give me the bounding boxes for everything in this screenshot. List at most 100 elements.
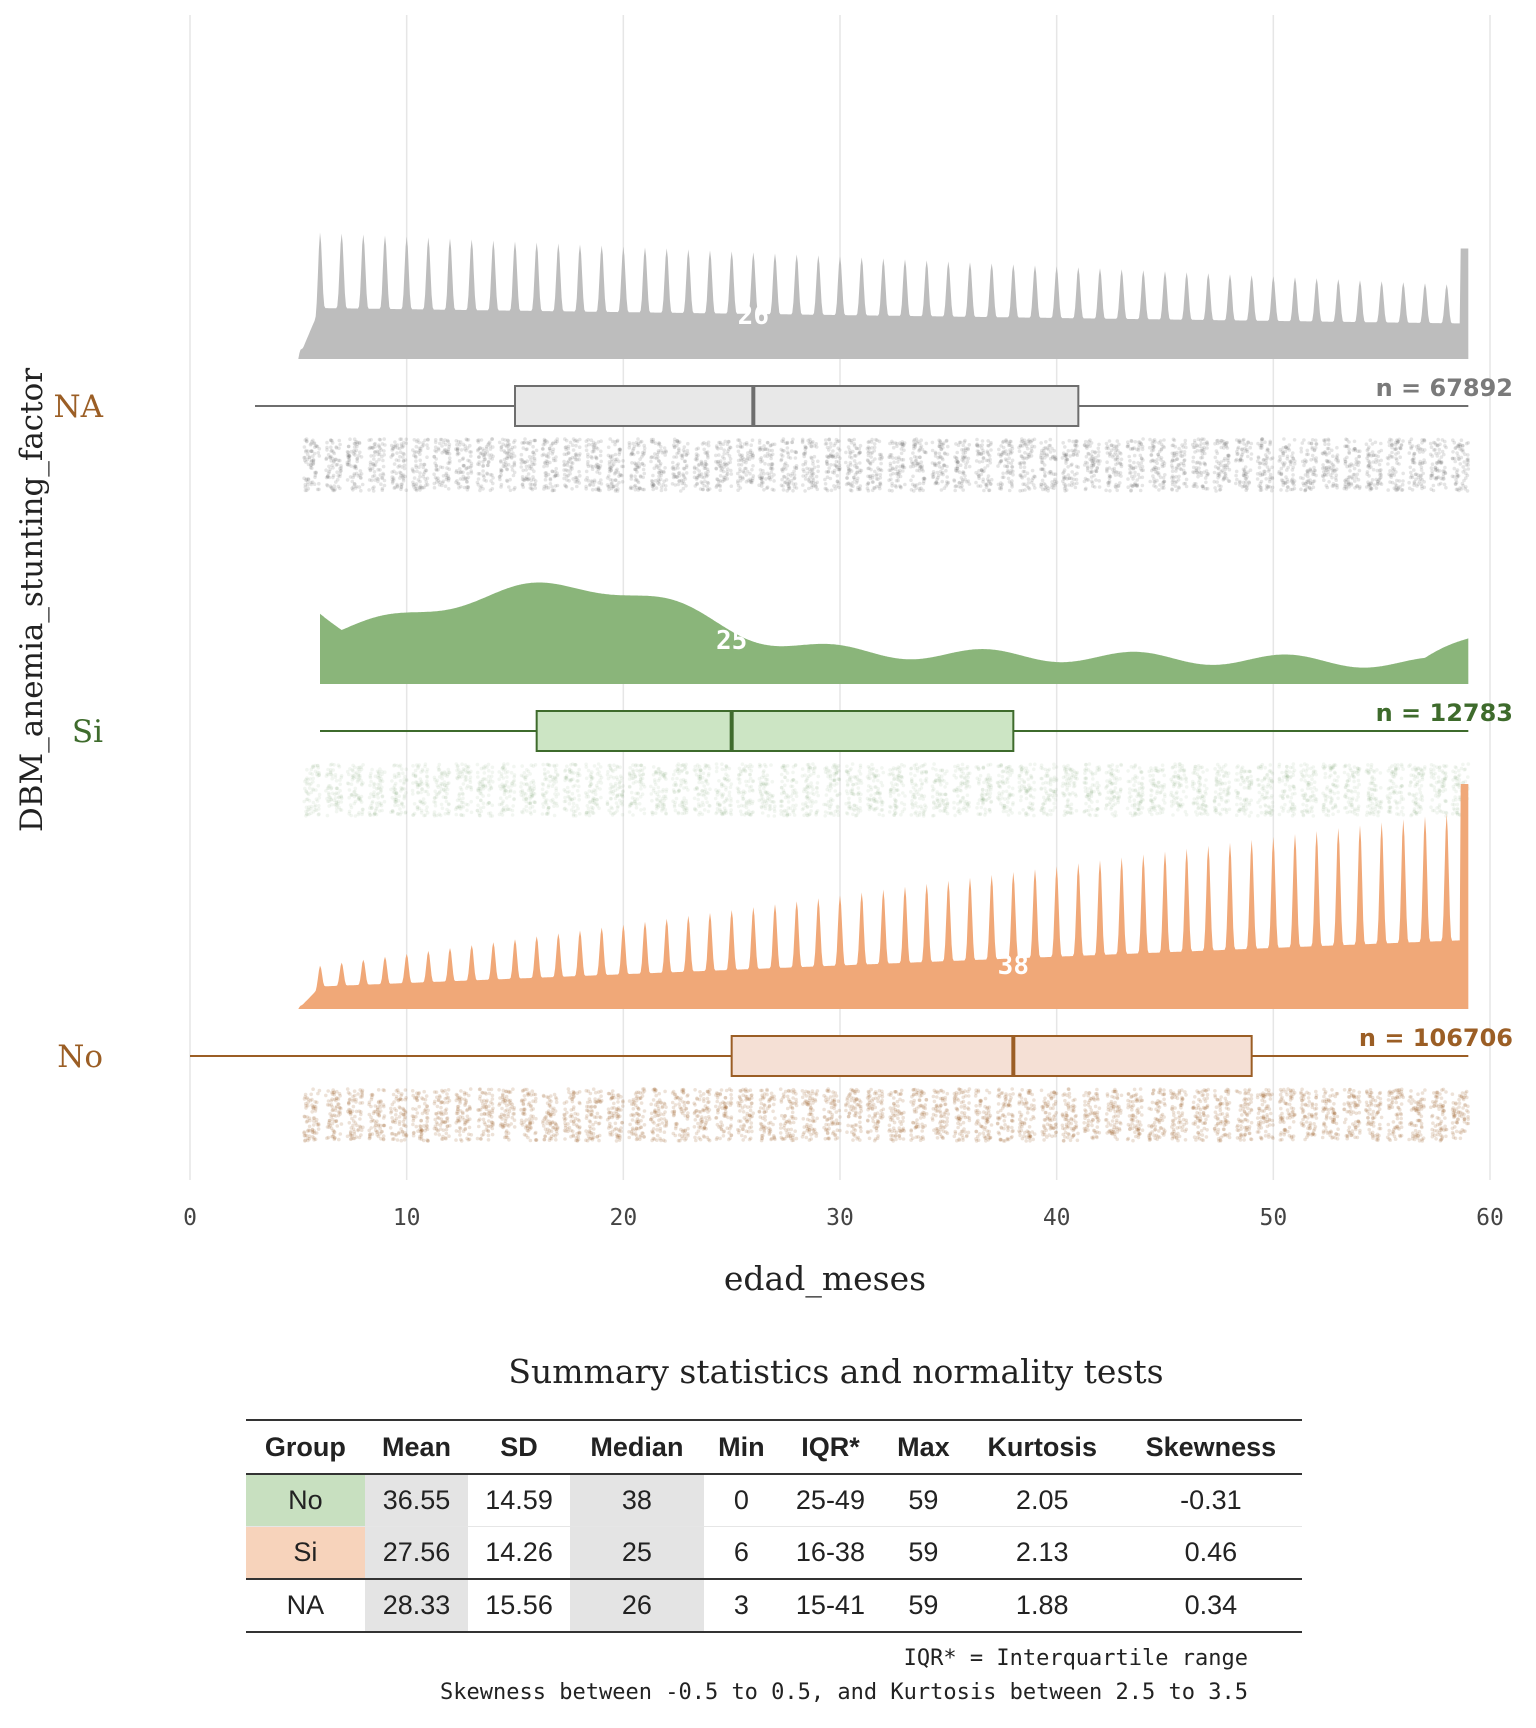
data-point	[660, 451, 665, 455]
data-point	[352, 437, 357, 442]
data-point	[610, 464, 615, 468]
data-point	[737, 438, 742, 443]
data-point	[728, 460, 732, 465]
data-point	[1327, 451, 1331, 455]
data-point	[309, 449, 314, 454]
data-point	[634, 779, 638, 784]
data-point	[1256, 456, 1261, 460]
data-point	[1457, 457, 1462, 461]
data-point	[651, 483, 656, 487]
data-point	[869, 455, 873, 459]
data-point	[920, 447, 925, 452]
data-point	[509, 447, 514, 452]
data-point	[465, 479, 469, 484]
data-point	[650, 479, 655, 484]
data-point	[381, 473, 386, 477]
data-point	[352, 464, 357, 468]
data-point	[1017, 449, 1022, 454]
data-point	[735, 471, 740, 476]
data-point	[527, 455, 532, 459]
data-point	[304, 437, 309, 441]
data-point	[686, 451, 690, 456]
data-point	[446, 439, 451, 444]
data-point	[785, 446, 790, 450]
data-point	[1325, 446, 1330, 451]
data-point	[530, 487, 535, 492]
data-point	[937, 442, 942, 446]
data-point	[443, 442, 448, 447]
data-point	[619, 473, 623, 477]
data-point	[546, 812, 550, 816]
data-point	[680, 481, 684, 486]
data-point	[1367, 452, 1372, 456]
data-point	[749, 480, 753, 485]
data-point	[1269, 488, 1274, 493]
data-point	[897, 455, 901, 460]
data-point	[447, 456, 452, 460]
data-point	[746, 478, 751, 483]
data-point	[595, 465, 599, 470]
data-point	[706, 443, 711, 448]
data-point	[675, 463, 679, 468]
data-point	[411, 448, 415, 452]
data-point	[1085, 461, 1089, 465]
data-point	[370, 799, 375, 804]
data-point	[329, 449, 334, 453]
data-point	[704, 474, 709, 479]
data-point	[444, 471, 449, 476]
data-point	[703, 479, 707, 484]
data-point	[945, 475, 949, 479]
data-point	[1148, 437, 1152, 442]
data-point	[770, 462, 775, 467]
data-point	[490, 765, 495, 770]
data-point	[546, 452, 551, 456]
data-point	[532, 452, 537, 456]
data-point	[543, 474, 548, 478]
data-point	[553, 792, 557, 796]
data-point	[677, 448, 681, 453]
data-point	[593, 464, 598, 468]
data-point	[1379, 468, 1383, 472]
data-point	[354, 448, 359, 453]
data-point	[333, 457, 338, 462]
data-point	[684, 453, 688, 457]
data-point	[505, 478, 509, 483]
data-point	[772, 479, 776, 483]
data-point	[1075, 453, 1080, 458]
data-point	[671, 443, 676, 448]
data-point	[651, 440, 656, 444]
data-point	[961, 443, 965, 448]
data-point	[657, 466, 661, 471]
data-point	[816, 469, 820, 474]
data-point	[1112, 446, 1116, 451]
data-point	[555, 483, 560, 488]
data-point	[307, 798, 312, 803]
data-point	[661, 469, 666, 474]
data-point	[751, 476, 755, 481]
data-point	[315, 487, 320, 492]
data-point	[487, 441, 491, 446]
data-point	[609, 466, 613, 470]
data-point	[485, 449, 490, 454]
data-point	[605, 483, 610, 487]
data-point	[1097, 450, 1101, 454]
y-category-label: NA	[53, 389, 103, 425]
data-point	[545, 454, 549, 459]
data-point	[392, 462, 397, 466]
data-point	[779, 458, 783, 463]
data-point	[829, 463, 833, 467]
data-point	[545, 790, 549, 794]
data-point	[402, 459, 406, 463]
data-point	[832, 471, 837, 475]
data-point	[519, 457, 523, 462]
data-point	[575, 484, 579, 489]
data-point	[525, 773, 529, 778]
data-point	[455, 768, 459, 773]
data-point	[507, 451, 512, 456]
data-point	[1001, 445, 1006, 450]
data-point	[1191, 445, 1196, 450]
data-point	[786, 484, 791, 488]
data-point	[423, 468, 428, 473]
data-point	[639, 763, 643, 768]
